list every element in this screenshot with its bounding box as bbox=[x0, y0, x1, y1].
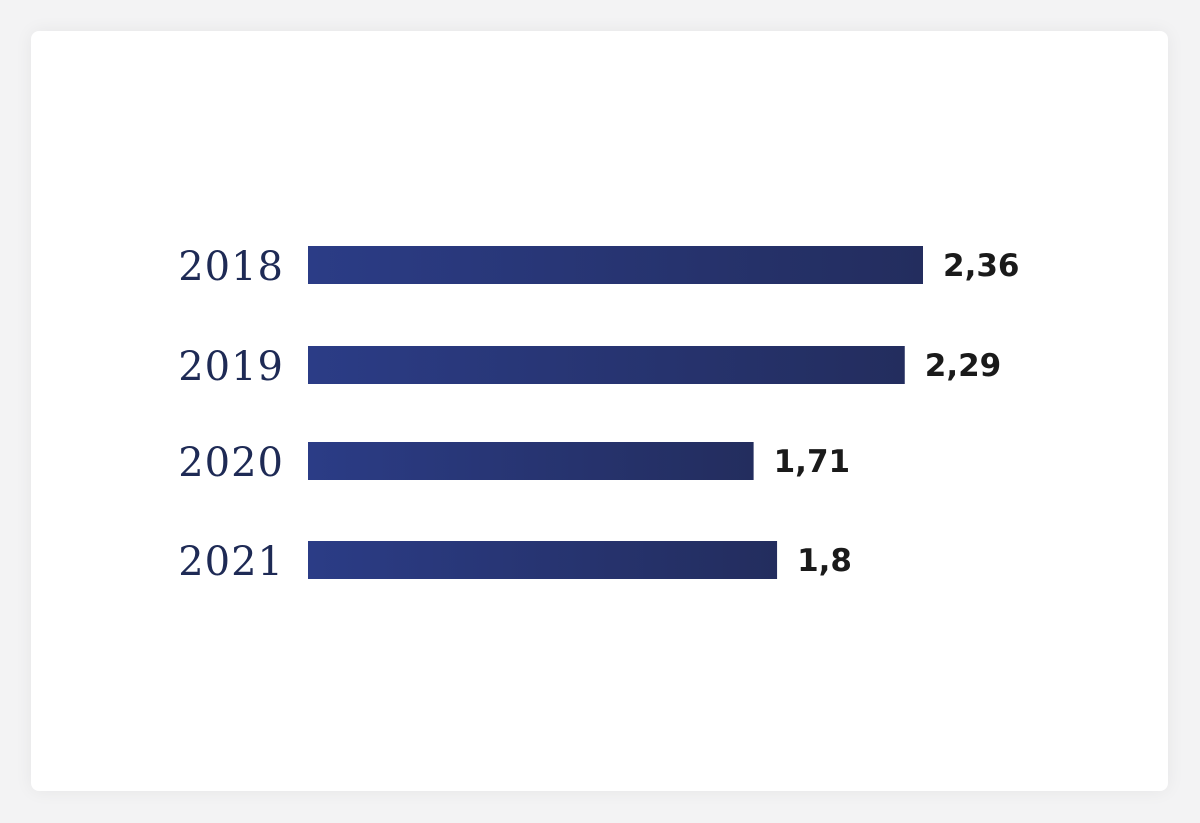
category-label: 2021 bbox=[178, 539, 284, 585]
chart-card bbox=[31, 31, 1168, 791]
category-label: 2020 bbox=[178, 440, 284, 486]
value-label: 2,29 bbox=[925, 348, 1002, 384]
category-label: 2018 bbox=[178, 244, 284, 290]
value-label: 2,36 bbox=[943, 248, 1020, 284]
category-label: 2019 bbox=[178, 344, 284, 390]
value-label: 1,8 bbox=[797, 543, 852, 579]
bar bbox=[308, 246, 923, 284]
value-label: 1,71 bbox=[774, 444, 851, 480]
bar bbox=[308, 541, 778, 579]
bar bbox=[308, 346, 905, 384]
bar bbox=[308, 442, 754, 480]
bars-layer: 2018 2,36 2019 2,29 2020 1,71 2021 1,8 bbox=[178, 244, 1019, 585]
